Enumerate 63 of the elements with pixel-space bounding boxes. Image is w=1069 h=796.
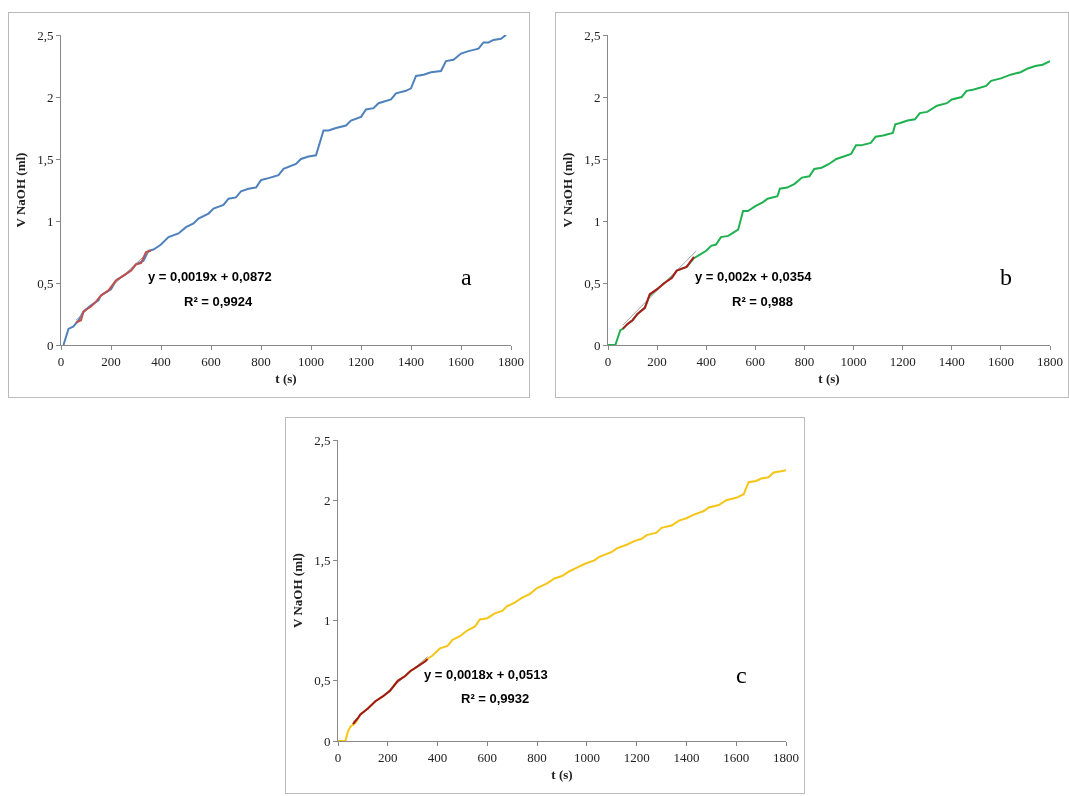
y-tick-label: 2 bbox=[323, 492, 331, 508]
x-tick-label: 1200 bbox=[889, 353, 916, 369]
x-tick-label: 600 bbox=[477, 749, 498, 765]
annotation: R² = 0,9924 bbox=[184, 294, 254, 309]
annotation: y = 0,0019x + 0,0872 bbox=[148, 269, 272, 284]
x-tick-label: 1600 bbox=[723, 749, 750, 765]
x-tick-label: 1000 bbox=[573, 749, 600, 765]
y-tick-label: 0 bbox=[593, 337, 601, 353]
y-tick-label: 2 bbox=[46, 89, 54, 105]
x-tick-label: 600 bbox=[745, 353, 766, 369]
x-tick-label: 0 bbox=[334, 749, 342, 765]
y-tick-label: 0,5 bbox=[314, 673, 331, 689]
x-tick-label: 400 bbox=[427, 749, 448, 765]
x-tick-label: 1600 bbox=[987, 353, 1014, 369]
y-axis-title: V NaOH (ml) bbox=[290, 553, 306, 628]
y-tick-label: 1 bbox=[46, 213, 54, 229]
y-tick-label: 0,5 bbox=[37, 275, 54, 291]
x-axis-title: t (s) bbox=[551, 767, 573, 783]
y-tick-label: 0 bbox=[46, 337, 54, 353]
annotation: R² = 0,988 bbox=[732, 294, 794, 309]
x-tick-label: 1600 bbox=[448, 353, 474, 369]
y-tick-label: 1,5 bbox=[584, 151, 601, 167]
y-tick-label: 2,5 bbox=[37, 27, 54, 43]
x-tick-label: 1200 bbox=[348, 353, 374, 369]
annotation: R² = 0,9932 bbox=[461, 691, 530, 706]
x-tick-label: 0 bbox=[57, 353, 65, 369]
x-tick-label: 1400 bbox=[938, 353, 965, 369]
y-tick-label: 0,5 bbox=[584, 275, 601, 291]
annotation: b bbox=[1000, 264, 1012, 290]
x-tick-label: 0 bbox=[604, 353, 612, 369]
y-tick-label: 1 bbox=[593, 213, 601, 229]
x-tick-label: 1400 bbox=[673, 749, 700, 765]
y-tick-label: 1,5 bbox=[37, 151, 54, 167]
y-axis-title: V NaOH (ml) bbox=[560, 152, 576, 228]
x-axis-title: t (s) bbox=[818, 371, 840, 387]
y-tick-label: 2,5 bbox=[314, 432, 331, 448]
x-tick-label: 1200 bbox=[623, 749, 650, 765]
x-tick-label: 1800 bbox=[773, 749, 799, 765]
x-tick-label: 1000 bbox=[840, 353, 867, 369]
x-tick-label: 800 bbox=[251, 353, 271, 369]
x-tick-label: 200 bbox=[101, 353, 121, 369]
annotation: c bbox=[736, 662, 747, 688]
annotation: y = 0,0018x + 0,0513 bbox=[424, 667, 548, 682]
annotation: a bbox=[461, 264, 472, 290]
y-tick-label: 1,5 bbox=[314, 552, 331, 568]
x-tick-label: 800 bbox=[527, 749, 547, 765]
y-tick-label: 2 bbox=[593, 89, 601, 105]
x-tick-label: 800 bbox=[794, 353, 815, 369]
x-tick-label: 400 bbox=[696, 353, 716, 369]
y-axis-title: V NaOH (ml) bbox=[13, 152, 29, 228]
y-tick-label: 0 bbox=[323, 733, 331, 749]
x-tick-label: 200 bbox=[378, 749, 398, 765]
x-tick-label: 200 bbox=[647, 353, 667, 369]
x-tick-label: 400 bbox=[151, 353, 171, 369]
x-axis-title: t (s) bbox=[275, 371, 297, 387]
x-tick-label: 1800 bbox=[1037, 353, 1063, 369]
x-tick-label: 600 bbox=[201, 353, 221, 369]
x-tick-label: 1400 bbox=[398, 353, 424, 369]
annotation: y = 0,002x + 0,0354 bbox=[695, 269, 813, 284]
y-tick-label: 1 bbox=[323, 613, 331, 629]
y-tick-label: 2,5 bbox=[584, 27, 601, 43]
x-tick-label: 1800 bbox=[498, 353, 524, 369]
x-tick-label: 1000 bbox=[298, 353, 324, 369]
